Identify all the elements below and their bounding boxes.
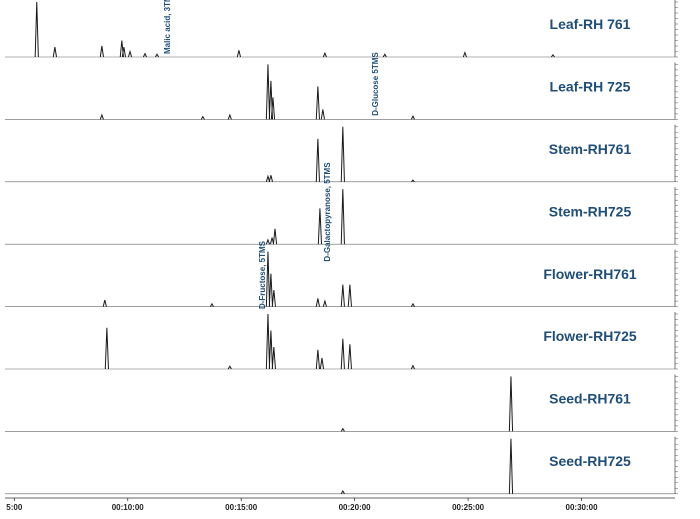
peak (227, 113, 232, 120)
peak (272, 228, 278, 245)
peak (265, 313, 271, 370)
peak (340, 427, 345, 432)
x-tick-label: 5:00 (6, 503, 23, 512)
peak (340, 490, 345, 495)
panel-label: Leaf-RH 761 (550, 16, 631, 32)
peak (265, 251, 271, 307)
peak (269, 237, 275, 245)
peak (121, 47, 126, 58)
peak (410, 114, 415, 120)
peak (104, 327, 109, 370)
peak (99, 45, 104, 58)
panel-label: Stem-RH725 (549, 203, 632, 219)
peak (347, 344, 352, 370)
peak (315, 349, 320, 370)
peak (265, 64, 271, 120)
peak (550, 53, 555, 58)
peak (462, 51, 467, 58)
peak (142, 52, 148, 58)
peak-annotation: D-Galactopyranose, 5TMS (323, 162, 332, 262)
peak (410, 364, 415, 370)
peak (317, 208, 323, 245)
peak (322, 299, 327, 307)
peak-annotation: Malic acid, 3TMS (163, 0, 172, 54)
panel-label: Seed-RH761 (549, 391, 631, 407)
peak-annotation: D-Fructose, 5TMS (258, 240, 267, 309)
peak (268, 273, 274, 307)
panel-label: Flower-RH761 (543, 266, 637, 282)
peak (268, 330, 274, 370)
peak (315, 86, 320, 120)
peak (340, 189, 345, 245)
peak (265, 174, 271, 182)
peak (508, 438, 514, 494)
peak (320, 109, 325, 120)
peak (315, 138, 320, 182)
peak (154, 53, 160, 58)
peak (410, 302, 415, 307)
peak (102, 299, 107, 307)
x-tick-label: 00:20:00 (339, 503, 372, 512)
peak (322, 51, 327, 58)
peak (319, 357, 325, 370)
peak (340, 126, 345, 182)
peak (209, 302, 214, 307)
peak (382, 53, 387, 58)
peak (52, 47, 58, 58)
panel-label: Flower-RH725 (543, 328, 637, 344)
x-tick-label: 00:15:00 (225, 503, 258, 512)
panel-label: Seed-RH725 (549, 453, 631, 469)
peak (340, 338, 345, 370)
peak (410, 179, 415, 183)
peak (271, 346, 276, 370)
peak (265, 238, 271, 245)
peak (227, 365, 232, 370)
peak (99, 113, 104, 120)
peak (270, 97, 276, 120)
peak-annotation: D-Glucose 5TMS (371, 52, 380, 116)
panel-label: Stem-RH761 (549, 141, 632, 157)
x-tick-label: 00:30:00 (566, 503, 599, 512)
x-tick-label: 00:25:00 (452, 503, 485, 512)
peak (347, 284, 352, 307)
peak (508, 376, 514, 432)
peak (340, 284, 345, 307)
peak (127, 49, 133, 58)
peak (34, 1, 39, 58)
peak (200, 115, 205, 120)
peak (236, 50, 242, 58)
panel-label: Leaf-RH 725 (550, 79, 631, 95)
peak (268, 175, 273, 182)
x-tick-label: 00:10:00 (112, 503, 145, 512)
peak (271, 290, 276, 307)
peak (315, 298, 320, 307)
